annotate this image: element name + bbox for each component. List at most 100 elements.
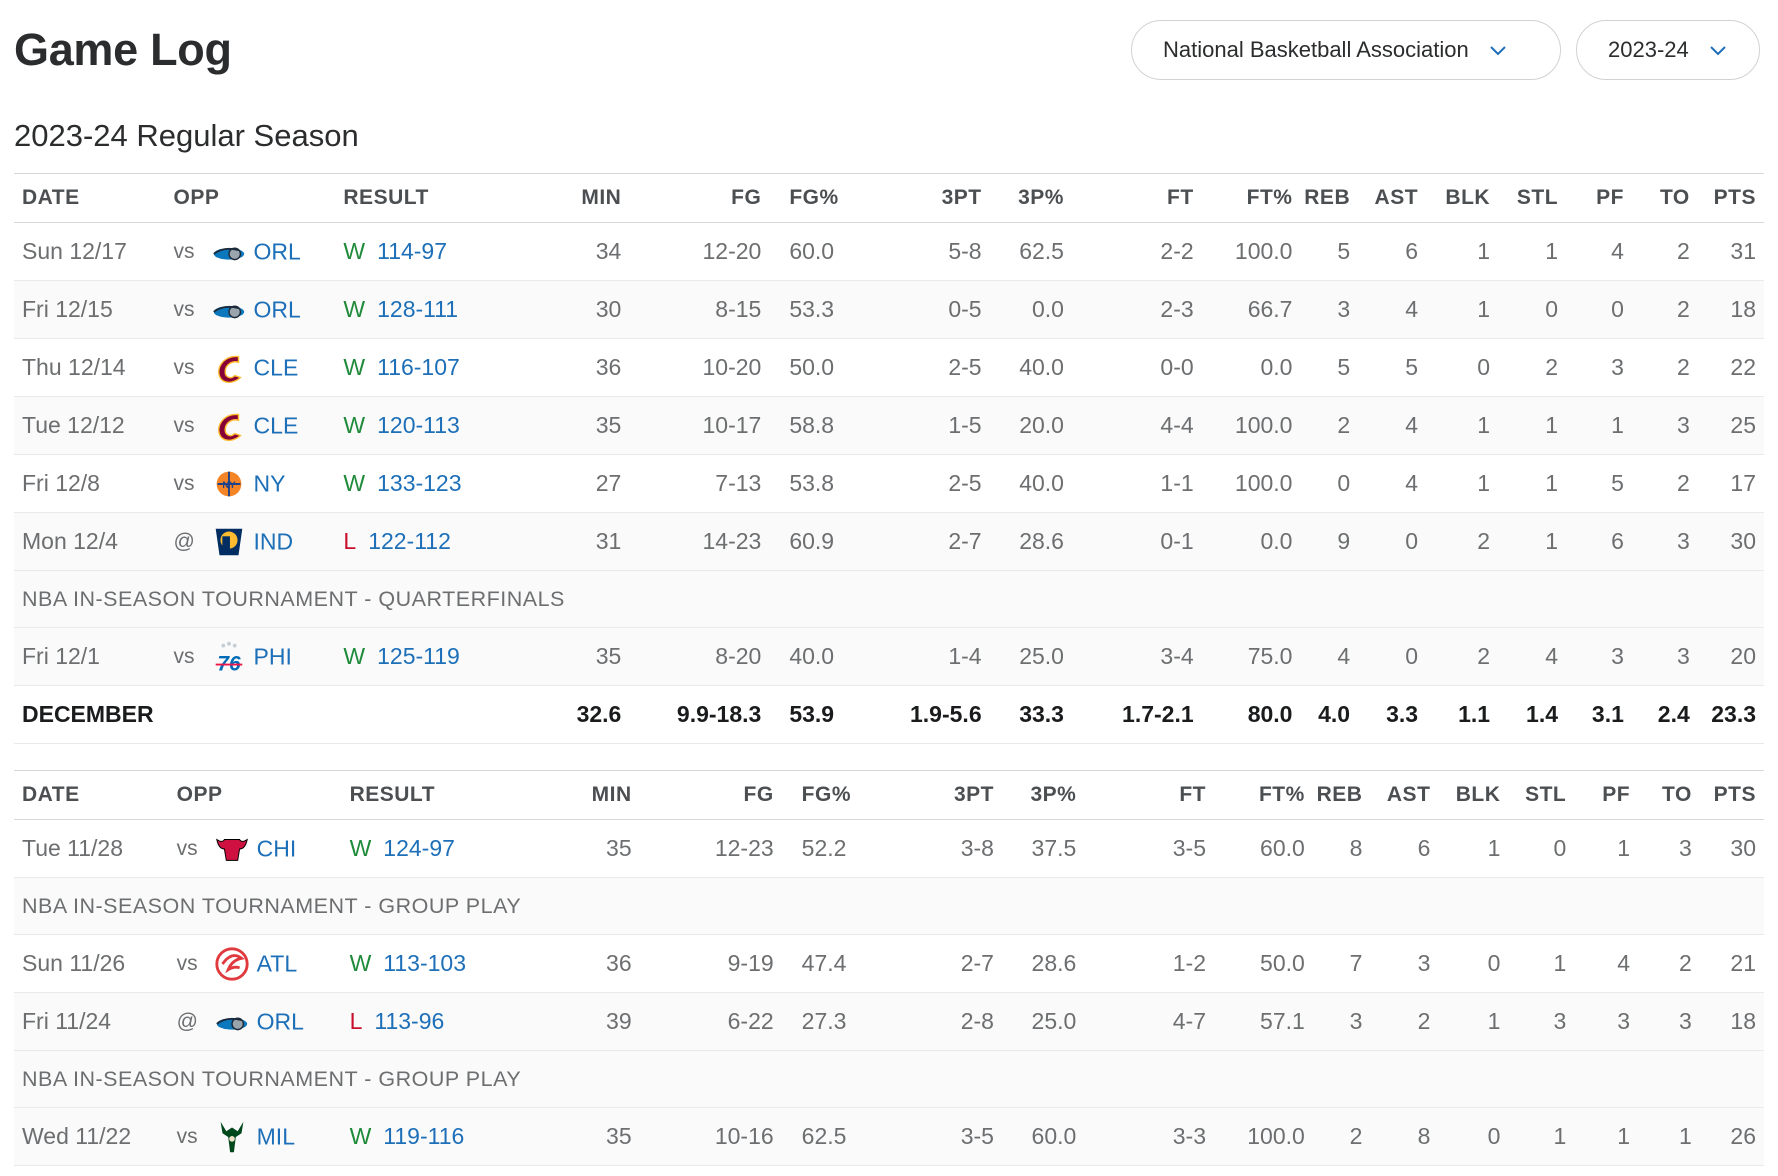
location-indicator: vs: [176, 1124, 198, 1148]
stl-avg: 1.4: [1526, 701, 1559, 727]
result-cell: W 120-113: [343, 397, 518, 455]
score-link[interactable]: 113-96: [374, 1008, 445, 1034]
date-cell: Fri 11/24: [22, 1008, 112, 1034]
date-cell: Fri 12/1: [22, 643, 100, 669]
fg-pct-cell: 53.3: [789, 296, 835, 322]
result-cell: W 124-97: [350, 820, 527, 878]
col-header-result: RESULT: [343, 186, 429, 209]
stl-cell: 1: [1545, 528, 1559, 554]
svg-text:NY: NY: [222, 479, 236, 490]
score-link[interactable]: 124-97: [383, 835, 455, 861]
result-cell: W 116-107: [343, 339, 518, 397]
opponent-cell: vs CHI: [177, 820, 350, 878]
opponent-link[interactable]: CHI: [256, 835, 297, 861]
orl-logo[interactable]: [210, 291, 248, 329]
reb-avg: 4.0: [1318, 701, 1351, 727]
opponent-link[interactable]: PHI: [253, 643, 292, 669]
score-link[interactable]: 113-103: [383, 950, 466, 976]
score-link[interactable]: 120-113: [377, 412, 460, 438]
col-header-opp: OPP: [173, 186, 220, 209]
win-loss-indicator: W: [343, 296, 366, 322]
result-cell: W 125-119: [343, 628, 518, 686]
score-link[interactable]: 133-123: [377, 470, 462, 496]
score-link[interactable]: 125-119: [377, 643, 460, 669]
tournament-note-row: NBA IN-SEASON TOURNAMENT - QUARTERFINALS: [14, 570, 1764, 628]
result-cell: L 122-112: [343, 513, 518, 571]
reb-cell: 5: [1337, 238, 1351, 264]
date-cell: Wed 11/22: [22, 1123, 132, 1149]
pts-cell: 30: [1730, 835, 1756, 861]
opponent-cell: @ IND: [174, 513, 344, 571]
3pt-cell: 3-5: [960, 1123, 994, 1149]
cle-logo[interactable]: [210, 407, 248, 445]
game-row: Sun 11/26 vs ATL W 113-103 36 9-19 47.4 2-7 28.6 1…: [14, 935, 1764, 993]
score-link[interactable]: 116-107: [377, 354, 460, 380]
pf-cell: 1: [1617, 835, 1631, 861]
col-header-ast: AST: [1386, 783, 1431, 806]
fg-cell: 7-13: [715, 470, 762, 496]
opponent-link[interactable]: ORL: [253, 296, 301, 322]
pts-cell: 22: [1730, 354, 1756, 380]
ast-avg: 3.3: [1386, 701, 1419, 727]
ft-pct-cell: 0.0: [1260, 528, 1293, 554]
min-cell: 34: [595, 238, 622, 264]
location-indicator: vs: [173, 239, 195, 263]
ny-logo[interactable]: NY: [210, 465, 248, 503]
ft-pct-cell: 57.1: [1260, 1008, 1305, 1034]
cle-logo[interactable]: [210, 349, 248, 387]
stl-cell: 2: [1545, 354, 1559, 380]
ft-pct-cell: 75.0: [1247, 643, 1293, 669]
atl-logo[interactable]: [213, 945, 251, 983]
col-header-pf: PF: [1596, 186, 1624, 209]
ft-cell: 1-2: [1172, 950, 1206, 976]
date-cell: Fri 12/8: [22, 470, 100, 496]
score-link[interactable]: 119-116: [383, 1123, 465, 1149]
col-header-ft: FT: [1179, 783, 1206, 806]
ft-cell: 3-4: [1160, 643, 1194, 669]
min-cell: 36: [595, 354, 622, 380]
mil-logo[interactable]: [213, 1118, 251, 1156]
ft-avg: 1.7-2.1: [1122, 701, 1194, 727]
ast-cell: 4: [1405, 470, 1419, 496]
season-select[interactable]: 2023-24: [1576, 20, 1760, 80]
fg-cell: 8-20: [715, 643, 762, 669]
opponent-link[interactable]: NY: [253, 470, 286, 496]
game-row: Fri 12/1 vs 76 PHI W 125-119 35 8-20 40.0 1-4 25.0…: [14, 627, 1764, 686]
score-link[interactable]: 128-111: [377, 296, 459, 322]
reb-cell: 0: [1337, 470, 1351, 496]
opponent-link[interactable]: ORL: [256, 1008, 304, 1034]
col-header-pts: PTS: [1713, 186, 1756, 209]
reb-cell: 8: [1349, 835, 1363, 861]
phi-logo[interactable]: 76: [210, 638, 248, 676]
opponent-link[interactable]: MIL: [256, 1123, 295, 1149]
opponent-link[interactable]: ORL: [253, 238, 301, 264]
result-cell: W 133-123: [343, 455, 518, 513]
3p-pct-cell: 20.0: [1019, 412, 1064, 438]
win-loss-indicator: W: [343, 354, 366, 380]
3p-pct-cell: 40.0: [1019, 354, 1064, 380]
orl-logo[interactable]: [210, 233, 248, 271]
ind-logo[interactable]: [210, 523, 248, 561]
league-select[interactable]: National Basketball Association: [1131, 20, 1561, 80]
score-link[interactable]: 114-97: [377, 238, 448, 264]
col-header-fg-pct: FG%: [801, 783, 852, 806]
opponent-link[interactable]: ATL: [256, 950, 298, 976]
reb-cell: 9: [1337, 528, 1351, 554]
orl-logo[interactable]: [213, 1003, 251, 1041]
pf-cell: 3: [1611, 643, 1624, 669]
opponent-cell: vs CLE: [174, 339, 344, 397]
opponent-link[interactable]: CLE: [253, 412, 299, 438]
to-cell: 2: [1676, 296, 1690, 322]
opponent-link[interactable]: CLE: [253, 354, 299, 380]
3p-pct-cell: 25.0: [1031, 1008, 1077, 1034]
min-cell: 30: [595, 296, 622, 322]
stl-cell: 0: [1545, 296, 1559, 322]
blk-cell: 1: [1477, 296, 1491, 322]
min-cell: 27: [595, 470, 622, 496]
fg-cell: 10-20: [702, 354, 762, 380]
score-link[interactable]: 122-112: [368, 528, 451, 554]
opponent-link[interactable]: IND: [253, 528, 294, 554]
season-heading: 2023-24 Regular Season: [14, 118, 359, 153]
chi-logo[interactable]: [213, 830, 251, 868]
pts-cell: 25: [1730, 412, 1756, 438]
